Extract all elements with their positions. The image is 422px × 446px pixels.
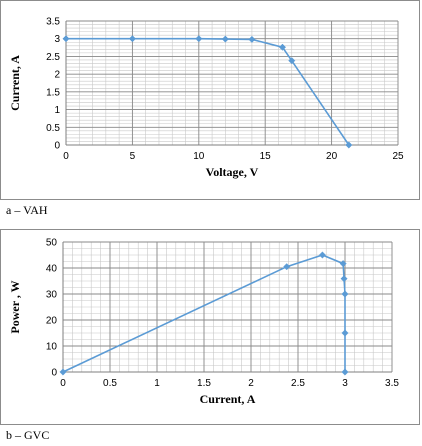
vah-x-tick-label: 20 — [326, 151, 338, 162]
gvc-x-tick-label: 0.5 — [103, 378, 117, 389]
vah-y-axis-title: Current, A — [8, 55, 22, 111]
vah-x-tick-label: 15 — [260, 151, 272, 162]
gvc-x-tick-label: 1 — [154, 378, 160, 389]
gvc-data-point — [340, 275, 348, 283]
vah-x-tick-label: 10 — [193, 151, 205, 162]
vah-data-point — [221, 35, 229, 43]
gvc-y-tick-label: 20 — [46, 316, 58, 327]
gvc-y-tick-label: 10 — [46, 342, 58, 353]
gvc-data-point — [339, 260, 347, 268]
gvc-x-tick-label: 2 — [248, 378, 254, 389]
vah-data-point — [128, 35, 136, 43]
vah-data-point — [288, 57, 296, 65]
vah-x-axis-title: Voltage, V — [206, 165, 259, 179]
gvc-y-axis-title: Power , W — [8, 280, 22, 333]
gvc-x-axis-title: Current, A — [200, 392, 256, 406]
caption-gvc: b – GVC — [6, 428, 50, 442]
gvc-x-tick-label: 0 — [60, 378, 66, 389]
gvc-x-tick-label: 3.5 — [385, 378, 399, 389]
vah-data-point — [62, 35, 70, 43]
gvc-data-point — [341, 329, 349, 337]
gvc-series-line — [62, 254, 346, 373]
vah-x-tick-label: 25 — [392, 151, 404, 162]
vah-chart-svg: 0 5 10 15 20 25 0 0.5 1 1.5 2 2.5 3 3.5 Voltage, V Curr… — [8, 17, 404, 180]
vah-y-tick-label: 3.5 — [46, 17, 60, 28]
gvc-x-tick-label: 3 — [342, 378, 348, 389]
vah-x-tick-label: 0 — [63, 151, 69, 162]
gvc-y-tick-label: 0 — [51, 368, 57, 379]
vah-y-tick-label: 2 — [54, 70, 60, 81]
vah-y-tick-label: 0 — [54, 141, 60, 152]
gvc-chart-svg: 0 0.5 1 1.5 2 2.5 3 3.5 0 10 20 30 40 50 Current, A Pow… — [8, 238, 399, 407]
gvc-data-point — [341, 290, 349, 298]
gvc-data-point — [283, 263, 291, 271]
gvc-data-point — [59, 368, 67, 376]
vah-data-point — [345, 141, 353, 149]
gvc-y-tick-label: 50 — [46, 238, 58, 249]
gvc-data-point — [318, 251, 326, 259]
vah-data-point — [195, 35, 203, 43]
vah-y-tick-label: 0.5 — [46, 123, 60, 134]
chart-panel-vah: 0 5 10 15 20 25 0 0.5 1 1.5 2 2.5 3 3.5 Voltage, V Curr… — [0, 0, 420, 200]
vah-data-point — [248, 35, 256, 43]
gvc-data-point — [341, 368, 349, 376]
vah-y-tick-label: 3 — [54, 34, 60, 45]
gvc-y-tick-label: 40 — [46, 264, 58, 275]
gvc-x-tick-label: 1.5 — [197, 378, 211, 389]
vah-y-tick-label: 2.5 — [46, 52, 60, 63]
gvc-x-tick-label: 2.5 — [291, 378, 305, 389]
vah-x-tick-label: 5 — [130, 151, 136, 162]
gvc-y-tick-label: 30 — [46, 290, 58, 301]
vah-data-point — [278, 43, 287, 51]
vah-series-line — [66, 37, 350, 146]
vah-y-tick-label: 1.5 — [46, 87, 60, 98]
chart-panel-gvc: 0 0.5 1 1.5 2 2.5 3 3.5 0 10 20 30 40 50 Current, A Pow… — [0, 229, 420, 425]
caption-vah: a – VAH — [6, 203, 48, 217]
vah-y-tick-label: 1 — [54, 105, 60, 116]
